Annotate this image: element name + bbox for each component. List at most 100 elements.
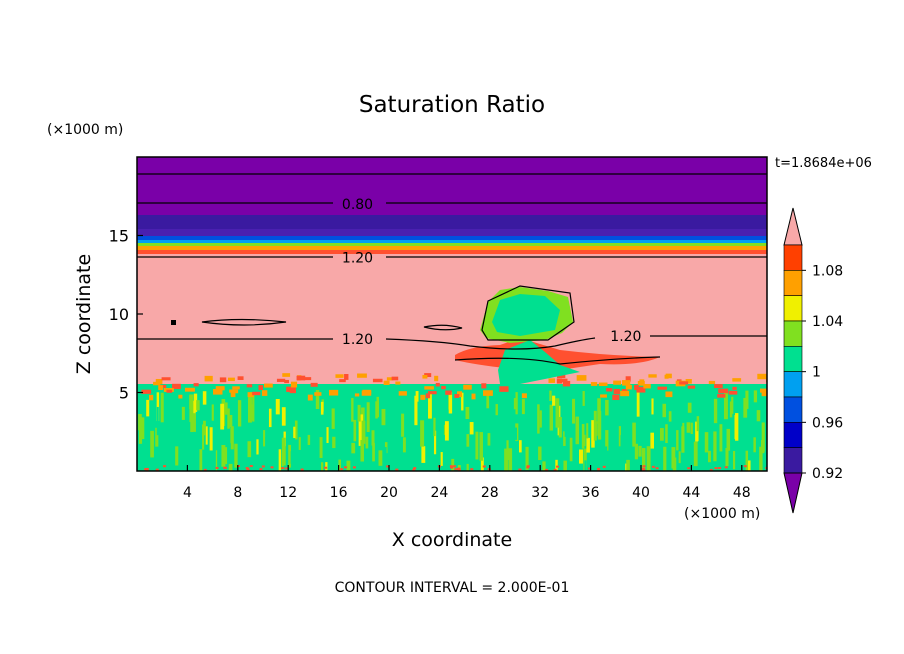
texture-speck: [613, 380, 622, 385]
layer-supersaturated: [137, 254, 767, 384]
texture-streak: [605, 400, 609, 416]
texture-streak: [315, 390, 320, 410]
texture-streak: [725, 448, 729, 467]
texture-speck: [597, 468, 601, 471]
texture-streak: [320, 401, 324, 415]
texture-speck: [335, 374, 344, 378]
texture-speck: [252, 391, 261, 396]
texture-speck: [276, 378, 286, 382]
texture-speck: [155, 378, 163, 385]
texture-streak: [753, 437, 756, 453]
texture-streak: [191, 400, 196, 419]
texture-streak: [555, 459, 558, 471]
texture-streak: [338, 459, 341, 471]
colorbar-bin: [783, 320, 803, 347]
texture-streak: [738, 414, 742, 434]
texture-speck: [172, 383, 181, 390]
texture-streak: [190, 421, 194, 433]
texture-speck: [526, 465, 530, 468]
texture-streak: [508, 448, 513, 471]
texture-speck: [286, 386, 294, 392]
texture-speck: [141, 389, 152, 394]
texture-speck: [664, 374, 669, 379]
texture-streak: [281, 437, 286, 466]
boundary-layer-texture: [138, 373, 767, 471]
texture-streak: [579, 449, 583, 464]
texture-speck: [284, 467, 288, 470]
texture-speck: [184, 387, 195, 392]
texture-speck: [281, 467, 285, 470]
texture-streak: [155, 427, 159, 447]
texture-speck: [655, 467, 659, 470]
texture-streak: [444, 421, 449, 441]
colorbar-bin: [783, 396, 803, 423]
texture-streak: [584, 460, 587, 471]
texture-streak: [319, 437, 323, 458]
texture-speck: [290, 381, 298, 388]
x-unit-label: (×1000 m): [684, 506, 760, 522]
texture-speck: [450, 466, 454, 469]
texture-streak: [668, 411, 672, 422]
texture-speck: [657, 386, 668, 390]
colorbar-bin: [783, 270, 803, 296]
texture-speck: [166, 389, 173, 393]
texture-streak: [290, 451, 294, 464]
colorbar-bin: [783, 422, 803, 448]
texture-streak: [713, 431, 717, 462]
time-label: t=1.8684e+06: [775, 156, 872, 171]
texture-streak: [386, 453, 389, 467]
texture-speck: [761, 391, 767, 397]
texture-speck: [642, 465, 646, 468]
texture-speck: [560, 378, 568, 383]
texture-speck: [259, 468, 263, 471]
texture-streak: [563, 431, 566, 447]
texture-streak: [241, 401, 245, 415]
texture-streak: [293, 439, 298, 454]
layer-upper-dry: [137, 157, 767, 215]
texture-streak: [504, 448, 508, 471]
texture-speck: [556, 465, 560, 468]
texture-streak: [308, 463, 311, 471]
texture-streak: [662, 403, 667, 418]
texture-streak: [361, 420, 366, 444]
texture-streak: [719, 424, 723, 452]
texture-speck: [344, 374, 349, 380]
texture-speck: [470, 468, 474, 471]
texture-speck: [372, 378, 383, 383]
x-tick-label: 16: [330, 485, 348, 501]
texture-streak: [451, 458, 455, 471]
texture-speck: [556, 378, 563, 384]
texture-speck: [639, 379, 645, 383]
texture-speck: [452, 465, 456, 468]
texture-streak: [555, 398, 560, 428]
texture-streak: [539, 410, 542, 428]
texture-streak: [549, 390, 552, 401]
texture-speck: [553, 468, 557, 471]
texture-streak: [240, 390, 243, 413]
texture-speck: [246, 384, 253, 388]
texture-streak: [383, 447, 387, 471]
texture-streak: [428, 391, 432, 419]
texture-speck: [324, 466, 328, 469]
texture-speck: [641, 467, 645, 470]
texture-streak: [466, 434, 470, 447]
texture-streak: [682, 422, 685, 441]
texture-streak: [686, 422, 691, 433]
texture-streak: [641, 448, 646, 471]
texture-speck: [149, 394, 154, 401]
texture-streak: [332, 436, 336, 449]
texture-streak: [583, 448, 587, 471]
contour-label: 0.80: [342, 197, 373, 213]
texture-streak: [651, 398, 654, 415]
texture-streak: [634, 443, 638, 460]
texture-streak: [569, 437, 573, 462]
texture-speck: [435, 382, 440, 387]
texture-speck: [300, 468, 304, 471]
texture-streak: [266, 448, 270, 471]
texture-streak: [381, 408, 386, 426]
texture-speck: [344, 466, 348, 469]
texture-streak: [401, 413, 405, 437]
texture-streak: [650, 432, 655, 449]
texture-streak: [542, 461, 546, 471]
texture-streak: [477, 393, 480, 414]
